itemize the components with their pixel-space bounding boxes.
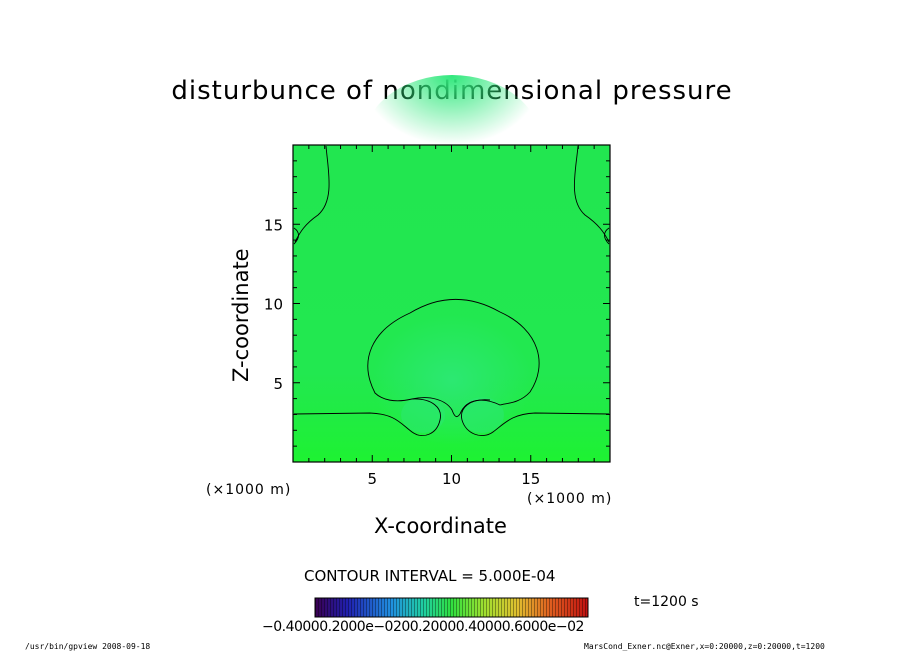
contour-right-base <box>461 399 610 436</box>
y-tick-label: 10 <box>264 296 283 314</box>
time-label: t=1200 s <box>634 594 699 610</box>
y-tick-label: 5 <box>273 375 283 393</box>
x-axis-ticks: 5 10 15 <box>308 145 595 488</box>
x-tick-label: 10 <box>442 470 461 488</box>
y-axis-unit: (×1000 m) <box>206 482 292 498</box>
y-tick-label: 15 <box>264 216 283 234</box>
contour-bubble <box>367 298 540 418</box>
y-axis-ticks: 5 10 15 <box>264 160 610 447</box>
contour-upper-left <box>294 145 330 243</box>
footer-source: MarsCond_Exner.nc@Exner,x=0:20000,z=0:20… <box>584 642 825 651</box>
colorbar-stripes <box>315 598 588 617</box>
x-axis-unit: (×1000 m) <box>527 491 613 507</box>
left-lobe-anomaly <box>401 397 445 433</box>
contour-interval-label: CONTOUR INTERVAL = 5.000E-04 <box>304 567 556 585</box>
footer-program-date: /usr/bin/gpview 2008-09-18 <box>25 642 151 651</box>
colorbar-tick-labels: −0.40000.2000e−0200.20000.40000.6000e−02 <box>262 619 584 635</box>
contour-upper-right <box>573 145 610 243</box>
right-lobe-anomaly <box>460 397 504 433</box>
contour-left-base <box>293 398 441 436</box>
contour-right-edge <box>604 227 610 245</box>
y-axis-label: Z-coordinate <box>229 248 253 382</box>
x-tick-label: 15 <box>521 470 540 488</box>
contour-left-edge <box>293 227 299 245</box>
x-axis-label: X-coordinate <box>374 514 507 538</box>
bubble-anomaly <box>372 315 532 445</box>
colorbar-frame <box>314 597 589 618</box>
x-tick-label: 5 <box>367 470 377 488</box>
